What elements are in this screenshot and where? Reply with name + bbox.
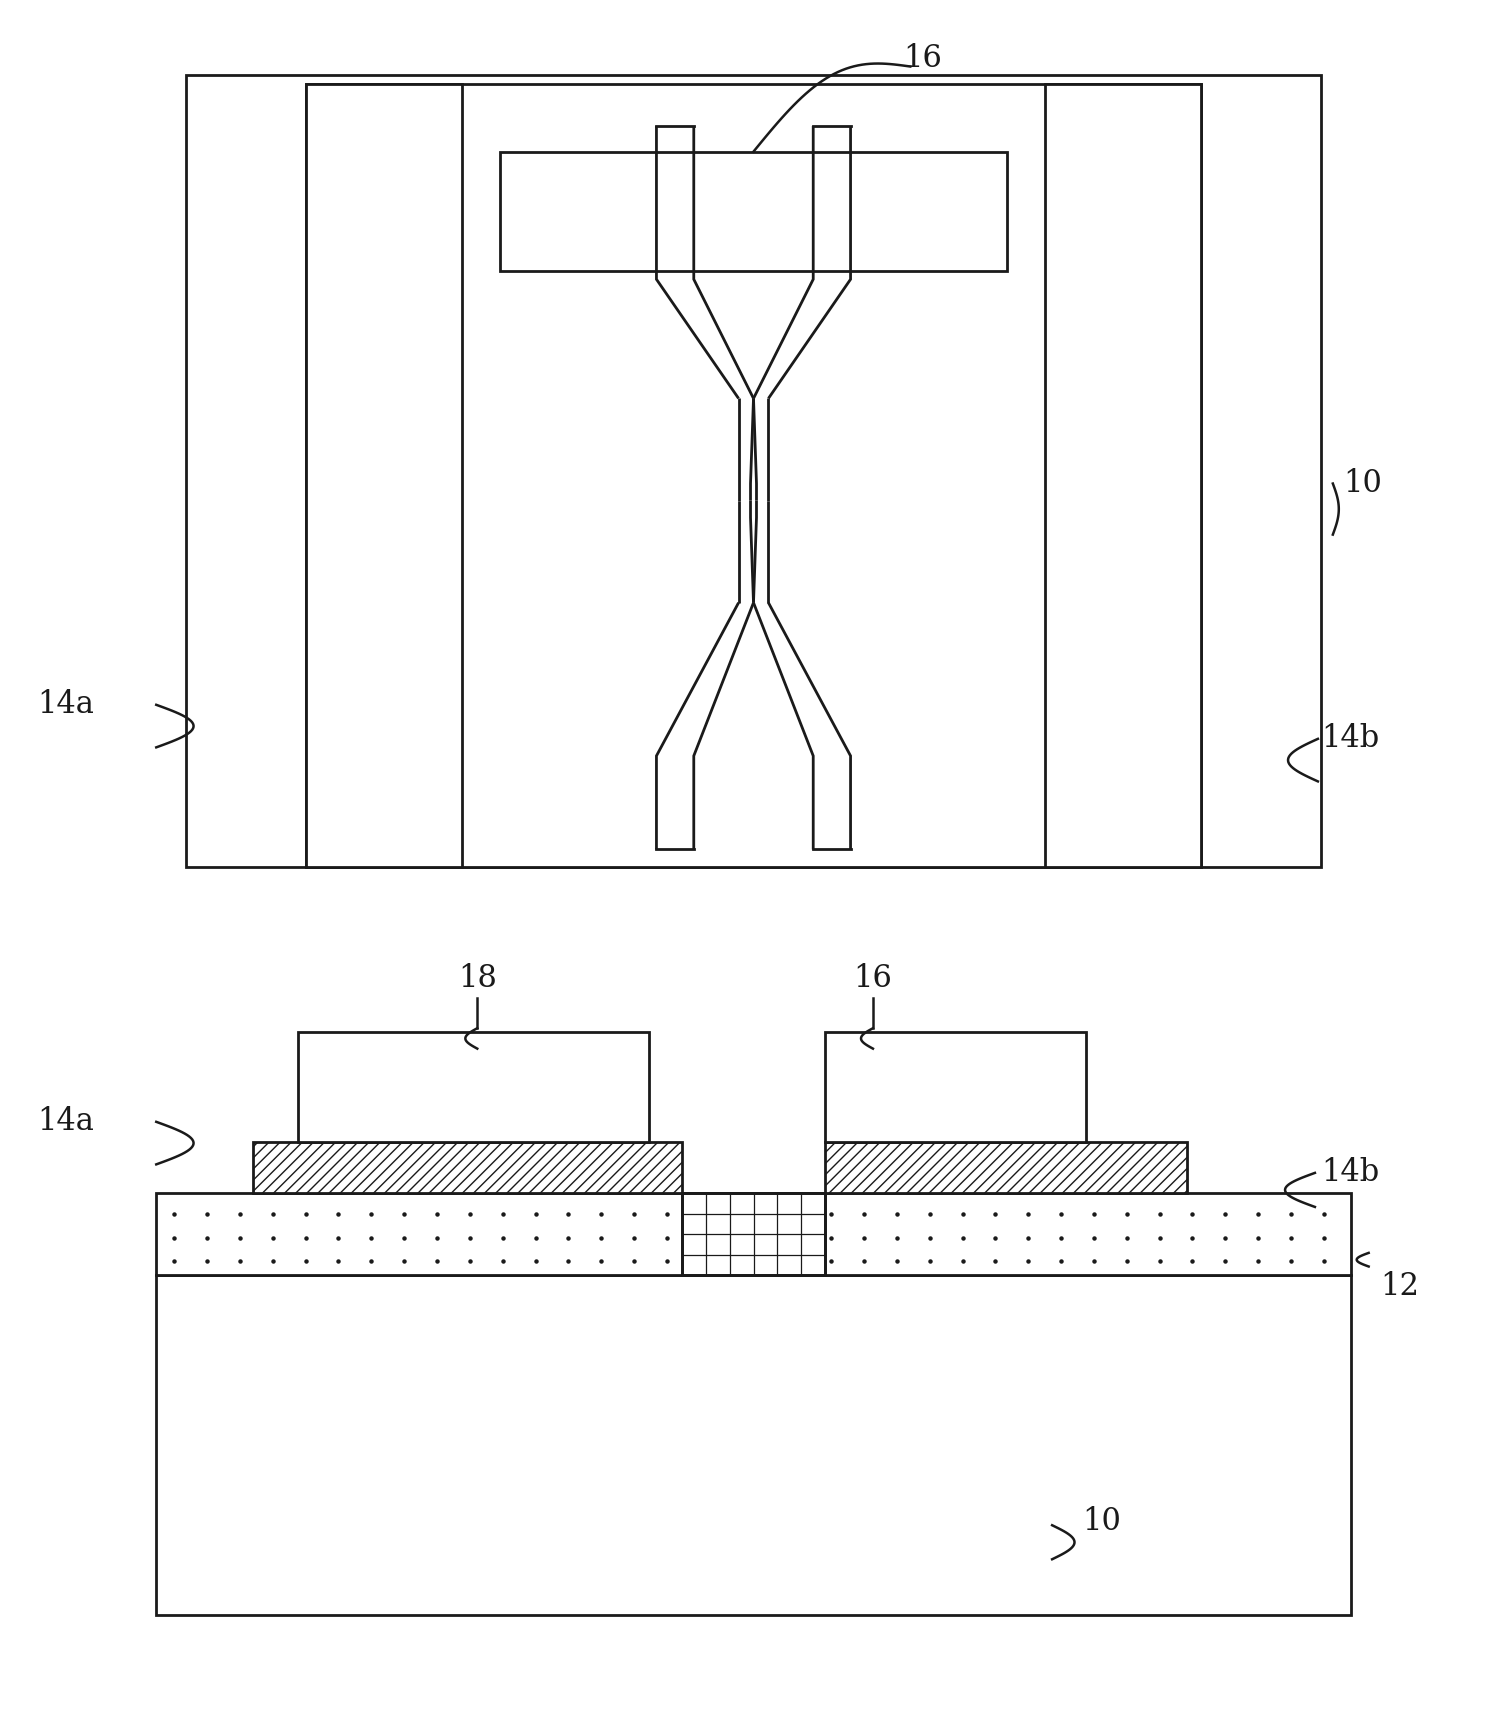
Text: 10: 10 xyxy=(1082,1507,1121,1538)
Text: 16: 16 xyxy=(903,43,942,74)
Text: 18: 18 xyxy=(458,963,497,994)
Bar xyxy=(306,84,463,867)
Bar xyxy=(157,1275,1350,1615)
Text: 14b: 14b xyxy=(1320,724,1379,755)
Bar xyxy=(298,1031,650,1143)
Bar xyxy=(826,1143,1186,1193)
Bar xyxy=(826,1031,1087,1143)
Bar xyxy=(157,1193,1350,1275)
Bar xyxy=(500,151,1007,271)
Bar xyxy=(1044,84,1201,867)
Text: 10: 10 xyxy=(1343,468,1382,499)
Bar xyxy=(253,1143,681,1193)
Bar xyxy=(681,1193,826,1275)
Text: 14b: 14b xyxy=(1320,1157,1379,1189)
Bar xyxy=(681,1193,826,1275)
Text: 12: 12 xyxy=(1380,1272,1420,1302)
Bar xyxy=(306,84,1201,867)
Text: 16: 16 xyxy=(853,963,892,994)
Text: 14a: 14a xyxy=(36,690,93,721)
Bar xyxy=(187,76,1320,867)
Text: 14a: 14a xyxy=(36,1107,93,1138)
